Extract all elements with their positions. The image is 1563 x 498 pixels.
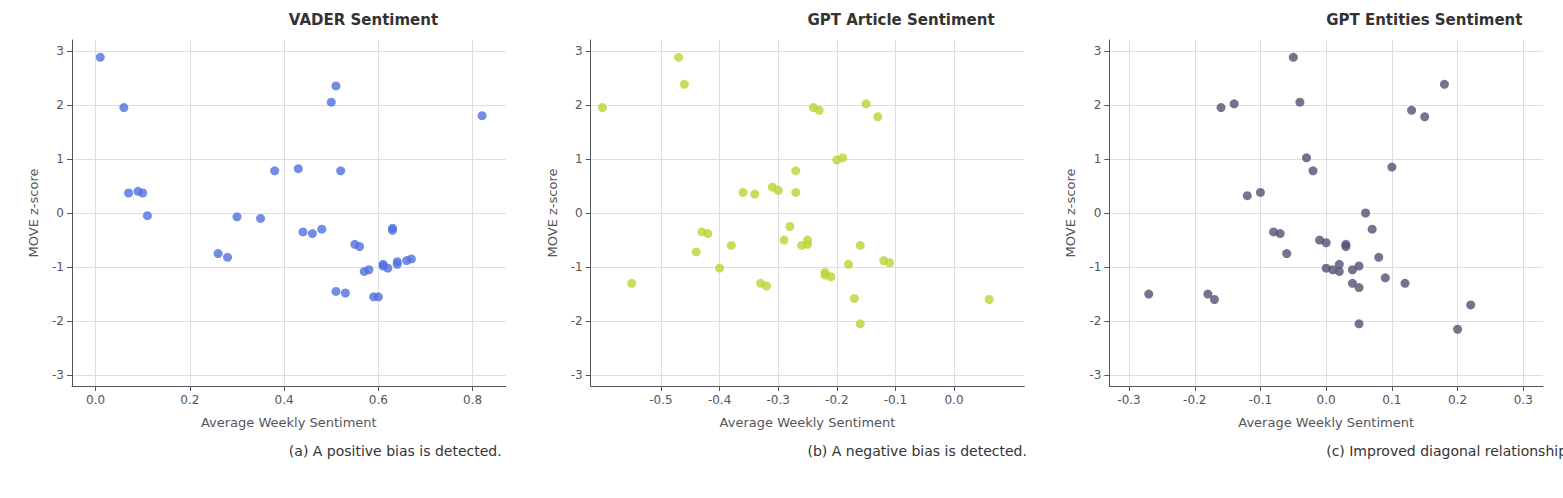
svg-text:VADER Sentiment: VADER Sentiment — [289, 11, 438, 29]
svg-text:1: 1 — [575, 152, 583, 166]
svg-text:-0.3: -0.3 — [1117, 393, 1140, 407]
svg-text:-3: -3 — [52, 368, 64, 382]
svg-text:-3: -3 — [1089, 368, 1101, 382]
svg-text:0.0: 0.0 — [86, 393, 105, 407]
svg-text:0.2: 0.2 — [1448, 393, 1467, 407]
svg-text:-3: -3 — [571, 368, 583, 382]
svg-text:MOVE z-score: MOVE z-score — [1063, 169, 1078, 258]
svg-text:-1: -1 — [1089, 260, 1101, 274]
svg-text:-1: -1 — [52, 260, 64, 274]
svg-text:0.4: 0.4 — [275, 393, 294, 407]
svg-text:0: 0 — [575, 206, 583, 220]
svg-text:Average Weekly Sentiment: Average Weekly Sentiment — [201, 415, 377, 430]
svg-text:0: 0 — [1094, 206, 1102, 220]
svg-text:0.3: 0.3 — [1514, 393, 1533, 407]
svg-text:MOVE z-score: MOVE z-score — [26, 169, 41, 258]
svg-text:1: 1 — [56, 152, 64, 166]
svg-text:-0.1: -0.1 — [884, 393, 907, 407]
svg-text:-0.5: -0.5 — [649, 393, 672, 407]
svg-text:-0.3: -0.3 — [766, 393, 789, 407]
svg-text:0.0: 0.0 — [1317, 393, 1336, 407]
svg-text:GPT Article Sentiment: GPT Article Sentiment — [807, 11, 994, 29]
svg-text:2: 2 — [575, 98, 583, 112]
svg-text:-2: -2 — [1089, 314, 1101, 328]
svg-text:3: 3 — [575, 44, 583, 58]
svg-text:-2: -2 — [571, 314, 583, 328]
svg-text:3: 3 — [1094, 44, 1102, 58]
svg-text:(a) A positive bias is detecte: (a) A positive bias is detected. — [289, 443, 502, 459]
svg-text:-0.2: -0.2 — [825, 393, 848, 407]
svg-text:-0.2: -0.2 — [1183, 393, 1206, 407]
svg-text:Average Weekly Sentiment: Average Weekly Sentiment — [720, 415, 896, 430]
svg-text:(b) A negative bias is detecte: (b) A negative bias is detected. — [807, 443, 1026, 459]
svg-text:Average Weekly Sentiment: Average Weekly Sentiment — [1238, 415, 1414, 430]
svg-text:2: 2 — [56, 98, 64, 112]
svg-text:0.8: 0.8 — [463, 393, 482, 407]
svg-text:0.6: 0.6 — [369, 393, 388, 407]
svg-text:2: 2 — [1094, 98, 1102, 112]
svg-text:1: 1 — [1094, 152, 1102, 166]
svg-text:-1: -1 — [571, 260, 583, 274]
svg-text:MOVE z-score: MOVE z-score — [545, 169, 560, 258]
svg-text:3: 3 — [56, 44, 64, 58]
svg-text:-2: -2 — [52, 314, 64, 328]
svg-text:0.2: 0.2 — [180, 393, 199, 407]
svg-text:0.1: 0.1 — [1382, 393, 1401, 407]
svg-text:GPT Entities Sentiment: GPT Entities Sentiment — [1326, 11, 1522, 29]
svg-text:0.0: 0.0 — [944, 393, 963, 407]
svg-text:0: 0 — [56, 206, 64, 220]
svg-text:-0.4: -0.4 — [708, 393, 731, 407]
svg-text:-0.1: -0.1 — [1249, 393, 1272, 407]
svg-text:(c) Improved diagonal relation: (c) Improved diagonal relationship. — [1326, 443, 1563, 459]
